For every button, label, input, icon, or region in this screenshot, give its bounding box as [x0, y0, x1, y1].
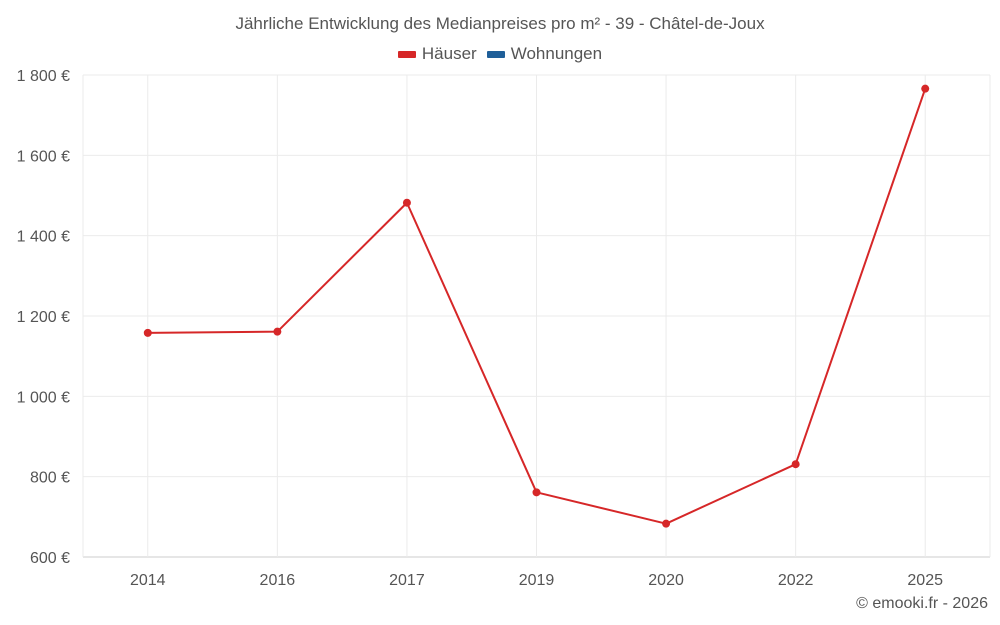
grid-layer — [82, 74, 991, 558]
x-tick-label: 2014 — [130, 572, 166, 589]
x-tick-label: 2022 — [778, 572, 814, 589]
legend-item-wohnungen[interactable]: Wohnungen — [486, 44, 603, 64]
legend: Häuser Wohnungen — [0, 44, 1000, 64]
legend-swatch-haeuser — [397, 50, 416, 58]
chart-title: Jährliche Entwicklung des Medianpreises … — [235, 14, 765, 33]
data-point — [791, 460, 800, 469]
data-point — [402, 198, 411, 207]
y-tick-label: 1 400 € — [17, 229, 70, 246]
data-point — [921, 84, 930, 93]
x-tick-label: 2019 — [519, 572, 555, 589]
y-tick-label: 600 € — [30, 550, 70, 567]
y-tick-label: 1 000 € — [17, 389, 70, 406]
watermark: © emooki.fr - 2026 — [856, 595, 988, 612]
x-tick-label: 2017 — [389, 572, 425, 589]
y-tick-label: 1 600 € — [17, 148, 70, 165]
data-point — [143, 328, 152, 337]
y-tick-label: 1 200 € — [17, 309, 70, 326]
legend-label-haeuser: Häuser — [421, 44, 477, 63]
y-tick-label: 800 € — [30, 470, 70, 487]
y-tick-label: 1 800 € — [17, 68, 70, 85]
legend-item-haeuser[interactable]: Häuser — [397, 44, 477, 64]
legend-label-wohnungen: Wohnungen — [510, 44, 603, 63]
legend-swatch-wohnungen — [486, 50, 505, 58]
x-tick-label: 2016 — [260, 572, 296, 589]
data-point — [662, 519, 671, 528]
x-tick-label: 2020 — [648, 572, 684, 589]
series-layer — [143, 84, 930, 528]
data-point — [273, 327, 282, 336]
data-point — [532, 488, 541, 497]
x-tick-label: 2025 — [907, 572, 943, 589]
axis-layer: 1 800 € 1 600 € 1 400 € 1 200 € 1 000 € 800 €… — [17, 68, 944, 589]
